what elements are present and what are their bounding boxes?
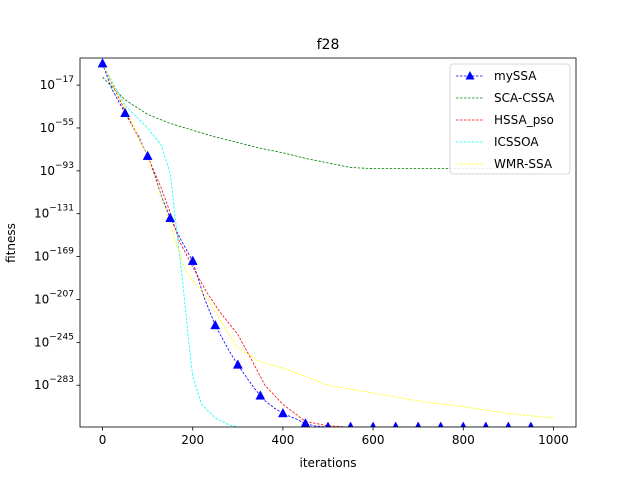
legend-label: SCA-CSSA <box>494 91 555 105</box>
legend-marker <box>465 71 475 80</box>
plot-frame <box>79 57 577 428</box>
y-tick-label: 10−169 <box>34 247 74 264</box>
data-point-marker <box>347 421 354 427</box>
series-line-wmr-ssa <box>102 63 554 419</box>
chart-title: f28 <box>317 37 340 53</box>
data-point-marker <box>165 212 176 222</box>
data-point-marker <box>187 255 198 265</box>
data-point-marker <box>300 418 311 427</box>
data-point-marker <box>97 58 108 68</box>
data-point-marker <box>277 407 288 418</box>
data-point-marker <box>437 421 444 427</box>
data-point-marker <box>142 150 153 160</box>
data-point-marker <box>325 421 331 427</box>
legend-label: ICSSOA <box>494 135 539 149</box>
x-tick-label: 800 <box>452 433 475 447</box>
legend-label: mySSA <box>494 69 537 83</box>
data-point-marker <box>370 421 377 427</box>
x-tick-label: 600 <box>362 433 385 447</box>
data-point-marker <box>482 421 489 427</box>
data-point-marker <box>120 107 131 118</box>
y-tick-label: 10−207 <box>34 289 74 306</box>
data-point-marker <box>460 421 467 427</box>
data-point-marker <box>527 421 534 427</box>
x-tick-label: 0 <box>99 433 107 447</box>
y-tick-label: 10−17 <box>40 75 74 92</box>
y-tick-label: 10−245 <box>34 332 74 349</box>
legend-label: HSSA_pso <box>494 113 554 127</box>
y-tick-label: 10−55 <box>40 118 74 135</box>
y-axis: 10−17 10−55 10−93 10−131 10−169 10−207 10−245 1… <box>34 75 80 392</box>
x-tick-label: 200 <box>181 433 204 447</box>
x-axis: 0 200 400 600 800 1000 <box>99 427 569 447</box>
series-line-hssa_pso <box>102 63 554 427</box>
data-point-marker <box>210 319 221 330</box>
data-point-marker <box>232 359 243 369</box>
series-line-icssoa <box>102 63 554 427</box>
data-point-marker <box>505 421 512 427</box>
legend-box <box>449 63 571 175</box>
y-axis-label: fitness <box>4 223 18 263</box>
y-tick-label: 10−131 <box>34 204 74 221</box>
plot-area <box>79 57 577 428</box>
x-axis-label: iterations <box>300 456 357 470</box>
legend: mySSA SCA-CSSA HSSA_pso ICSSOA WMR-SSA <box>449 63 571 175</box>
data-point-marker <box>255 390 266 400</box>
y-tick-label: 10−93 <box>40 161 74 178</box>
series-markers <box>97 58 534 427</box>
y-tick-label: 10−283 <box>34 375 74 392</box>
data-point-marker <box>392 421 399 427</box>
data-point-marker <box>415 421 422 427</box>
x-tick-label: 400 <box>271 433 294 447</box>
x-tick-label: 1000 <box>538 433 569 447</box>
legend-label: WMR-SSA <box>494 157 553 171</box>
